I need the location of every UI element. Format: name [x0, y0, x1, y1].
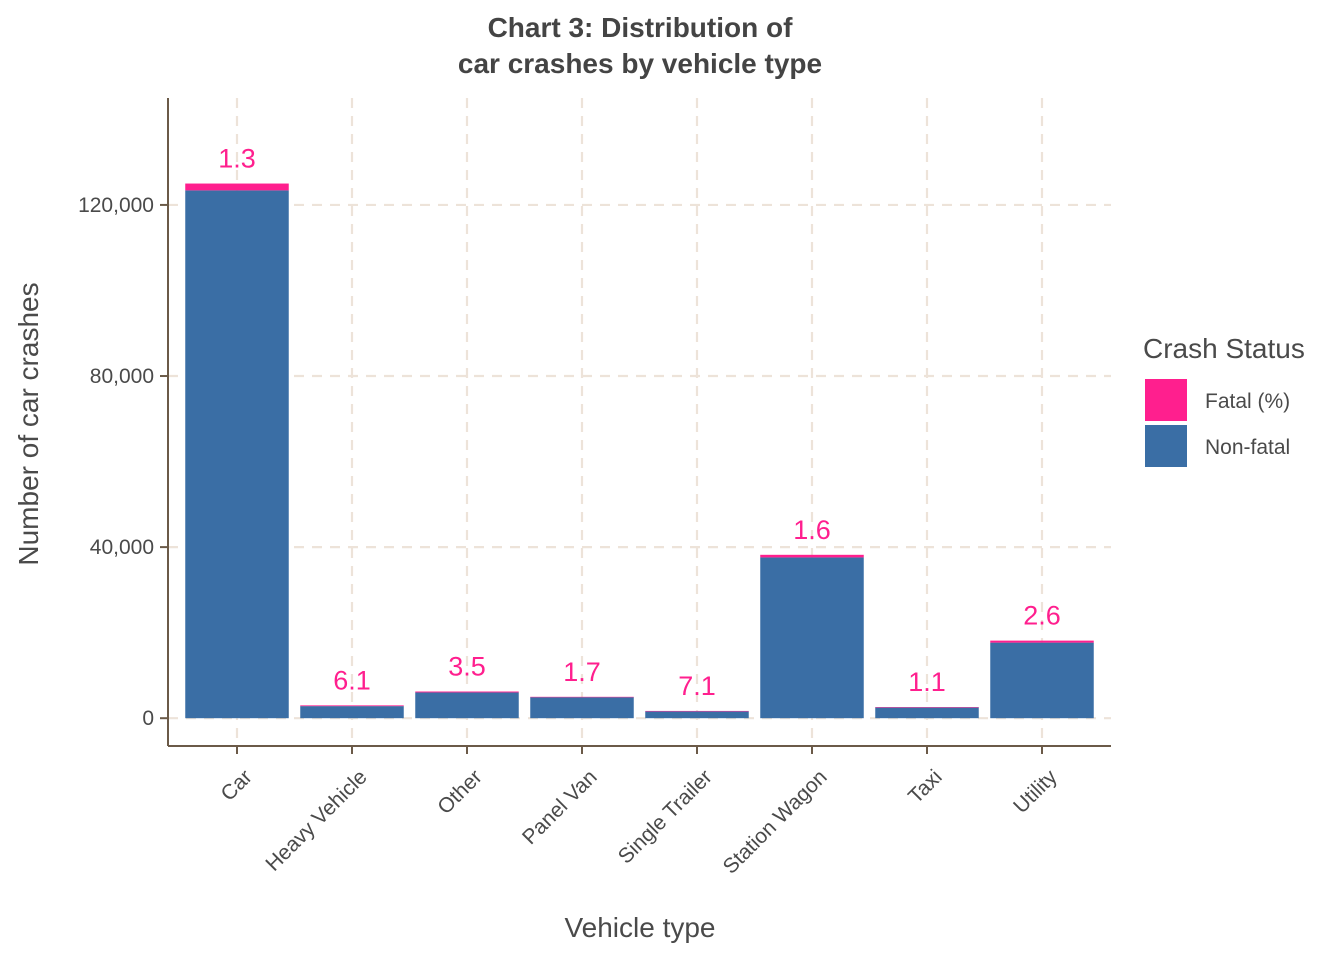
y-tick-label-3: 120,000	[78, 194, 154, 217]
axes	[160, 98, 1111, 754]
y-tick-label-1: 40,000	[90, 536, 154, 559]
bar-fatal-0	[185, 183, 289, 191]
bar-nonfatal-0	[185, 190, 289, 719]
bar-fatal-4	[645, 710, 749, 712]
data-label-2: 3.5	[448, 652, 486, 682]
legend-label-0: Fatal (%)	[1205, 390, 1290, 413]
bar-nonfatal-6	[875, 707, 979, 719]
data-label-5: 1.6	[793, 515, 831, 545]
y-tick-label-2: 80,000	[90, 365, 154, 388]
bar-fatal-5	[760, 554, 864, 558]
data-label-0: 1.3	[218, 144, 256, 174]
bar-nonfatal-1	[300, 706, 404, 719]
data-label-1: 6.1	[333, 665, 371, 695]
legend-title: Crash Status	[1143, 333, 1305, 364]
data-label-7: 2.6	[1023, 601, 1061, 631]
legend-key-0	[1145, 379, 1187, 421]
x-tick-label-1: Heavy Vehicle	[261, 765, 371, 875]
y-axis-title: Number of car crashes	[13, 282, 44, 565]
bars	[185, 183, 1094, 719]
data-labels: 1.3 6.1 3.5 1.7 7.1 1.6 1.1 2.6	[218, 144, 1061, 701]
x-tick-label-5: Station Wagon	[719, 765, 832, 878]
y-tick-label-0: 0	[142, 707, 154, 730]
grid	[168, 98, 1111, 746]
chart-title-line-2: car crashes by vehicle type	[458, 48, 822, 79]
data-label-3: 1.7	[563, 657, 601, 687]
bar-fatal-2	[415, 691, 519, 693]
x-axis-title: Vehicle type	[565, 912, 716, 943]
x-tick-label-4: Single Trailer	[614, 765, 717, 868]
legend: Crash Status Fatal (%) Non-fatal	[1143, 333, 1305, 467]
bar-nonfatal-2	[415, 692, 519, 719]
bar-nonfatal-3	[530, 697, 634, 719]
data-label-6: 1.1	[908, 667, 946, 697]
bar-nonfatal-5	[760, 557, 864, 719]
bar-nonfatal-4	[645, 711, 749, 719]
chart-title: Chart 3: Distribution of car crashes by …	[458, 12, 822, 79]
bar-fatal-6	[875, 707, 979, 708]
bar-nonfatal-7	[990, 642, 1094, 719]
bar-fatal-1	[300, 705, 404, 707]
x-tick-label-7: Utility	[1009, 765, 1062, 818]
data-label-4: 7.1	[678, 671, 716, 701]
x-tick-label-0: Car	[217, 765, 257, 805]
bar-fatal-7	[990, 640, 1094, 643]
legend-label-1: Non-fatal	[1205, 436, 1290, 459]
x-tick-label-6: Taxi	[904, 765, 947, 808]
bar-fatal-3	[530, 696, 634, 698]
x-tick-label-2: Other	[433, 765, 486, 818]
x-tick-label-3: Panel Van	[518, 765, 602, 849]
legend-key-1	[1145, 425, 1187, 467]
chart-title-line-1: Chart 3: Distribution of	[488, 12, 794, 43]
